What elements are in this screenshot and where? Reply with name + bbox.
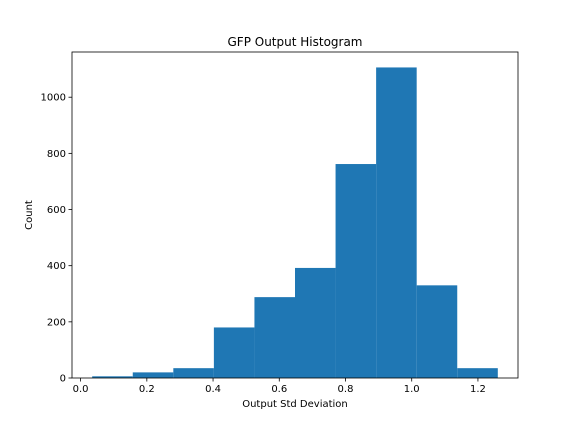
x-tick-label: 0.6 — [271, 384, 287, 395]
x-tick-label: 1.2 — [470, 384, 486, 395]
histogram-bar — [133, 372, 174, 378]
histogram-bar — [336, 164, 377, 378]
chart-title: GFP Output Histogram — [228, 35, 363, 49]
y-tick-label: 600 — [47, 205, 66, 216]
y-tick-label: 0 — [60, 374, 66, 385]
histogram-bar — [173, 368, 214, 378]
y-tick-label: 400 — [47, 261, 66, 272]
x-tick-label: 0.8 — [338, 384, 354, 395]
x-tick-label: 0.4 — [205, 384, 221, 395]
histogram-bar — [295, 268, 336, 378]
histogram-bar — [376, 67, 417, 378]
x-tick-label: 1.0 — [404, 384, 420, 395]
y-axis-label: Count — [24, 200, 35, 230]
x-tick-label: 0.2 — [139, 384, 155, 395]
histogram-bar — [214, 327, 255, 378]
y-tick-label: 200 — [47, 317, 66, 328]
x-tick-label: 0.0 — [73, 384, 89, 395]
histogram-bar — [417, 285, 458, 378]
y-tick-label: 800 — [47, 149, 66, 160]
x-axis-label: Output Std Deviation — [242, 399, 348, 410]
y-tick-label: 1000 — [41, 93, 66, 104]
histogram-bar — [254, 297, 295, 378]
histogram-bar — [457, 368, 498, 378]
